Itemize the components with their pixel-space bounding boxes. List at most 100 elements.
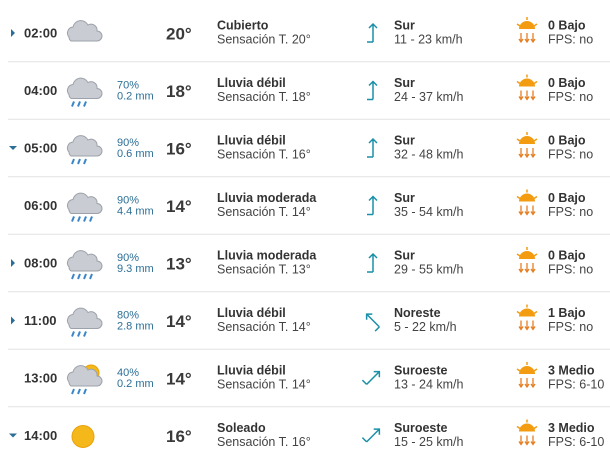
uv-index: 3 Medio (548, 363, 595, 377)
uv-arrow (518, 320, 524, 331)
uv-sun (519, 308, 535, 317)
wind-arrow (361, 370, 381, 385)
uv-icon (516, 304, 538, 331)
wind-speed: 5 - 22 km/h (394, 320, 457, 334)
expand-arrow (9, 433, 17, 438)
time: 11:00 (24, 313, 57, 328)
condition: Cubierto (217, 18, 269, 32)
forecast-row: 06:00 90%4.4 mm 14° Lluvia moderadaSensació… (8, 176, 610, 222)
uv-index: 0 Bajo (548, 248, 586, 262)
uv-rays (516, 189, 538, 200)
temperature: 14° (166, 312, 192, 331)
uv-arrow (530, 148, 536, 159)
wind-icon (361, 428, 381, 443)
wind-arrow (367, 195, 378, 216)
precip-probability: 40% (117, 367, 139, 379)
time: 06:00 (24, 198, 57, 213)
feels-like: Sensación T. 14° (217, 320, 311, 334)
uv-arrow (524, 435, 530, 446)
uv-arrow (530, 263, 536, 274)
precip-probability: 90% (117, 252, 139, 264)
time: 14:00 (24, 428, 57, 443)
rain-drop (77, 388, 81, 395)
fps: FPS: 6-10 (548, 435, 604, 449)
uv-icon (516, 17, 538, 44)
precip-amount: 0.2 mm (117, 378, 154, 390)
wind-arrow (367, 22, 378, 43)
expand-arrow (9, 146, 17, 150)
uv-arrow (530, 378, 536, 389)
wind-speed: 13 - 24 km/h (394, 377, 464, 391)
uv-rays (516, 304, 538, 315)
wind-icon (361, 370, 381, 385)
uv-arrow (530, 90, 536, 101)
wind-direction: Sur (394, 133, 415, 147)
rain-drop (83, 331, 87, 337)
temperature: 13° (166, 254, 192, 273)
uv-icon (516, 362, 538, 389)
wind-direction: Sur (394, 248, 415, 262)
wind-direction: Noreste (394, 306, 441, 320)
uv-arrow (524, 90, 530, 101)
rain-drop (71, 331, 75, 337)
uv-arrow (524, 148, 530, 159)
wind-icon (367, 252, 378, 273)
precip-probability: 70% (117, 79, 139, 91)
cloud-icon (66, 365, 103, 387)
uv-arrow (518, 378, 524, 389)
cloud-icon (66, 20, 103, 42)
precip-probability: 80% (117, 309, 139, 321)
uv-sun (519, 366, 535, 374)
precip-amount: 9.3 mm (117, 263, 154, 275)
uv-sun (519, 136, 535, 144)
cloud-icon (66, 135, 103, 157)
wind-speed: 11 - 23 km/h (394, 32, 463, 46)
wind-icon (367, 137, 378, 158)
rain-drop (71, 158, 75, 165)
fps: FPS: no (548, 205, 593, 219)
uv-icon (516, 189, 538, 216)
uv-icon (516, 247, 538, 274)
wind-speed: 29 - 55 km/h (394, 262, 464, 276)
uv-index: 0 Bajo (548, 191, 586, 205)
uv-arrow (518, 435, 524, 446)
uv-icon (516, 132, 538, 159)
time: 02:00 (24, 25, 57, 40)
temperature: 14° (166, 369, 192, 388)
forecast-row[interactable]: 08:00 90%9.3 mm 13° Lluvia moderadaSensació… (8, 233, 610, 280)
uv-rays (516, 74, 538, 85)
rain-drop (77, 273, 81, 280)
time: 08:00 (24, 255, 57, 270)
uv-index: 3 Medio (548, 421, 595, 435)
uv-sun (519, 423, 535, 432)
rain-drop (71, 216, 75, 222)
precip-amount: 0.6 mm (117, 148, 154, 160)
wind-arrow (367, 80, 378, 101)
uv-index: 0 Bajo (548, 133, 586, 147)
uv-sun (519, 78, 535, 87)
uv-rays (516, 362, 538, 372)
uv-sun (519, 193, 535, 202)
rain-drop (77, 158, 81, 165)
fps: FPS: no (548, 32, 593, 46)
cloud-icon (66, 77, 103, 99)
rain-drop (71, 273, 75, 280)
uv-rays (516, 419, 538, 430)
wind-speed: 15 - 25 km/h (394, 435, 464, 449)
rain-drop (77, 101, 81, 107)
uv-rays (516, 17, 538, 27)
fps: FPS: no (548, 262, 593, 276)
temperature: 16° (166, 139, 192, 158)
wind-arrow (365, 313, 380, 332)
rain-drop (71, 101, 75, 107)
wind-icon (367, 80, 378, 101)
uv-arrow (524, 33, 530, 44)
wind-arrow (367, 137, 378, 158)
uv-index: 0 Bajo (548, 18, 586, 32)
expand-arrow (11, 316, 15, 325)
